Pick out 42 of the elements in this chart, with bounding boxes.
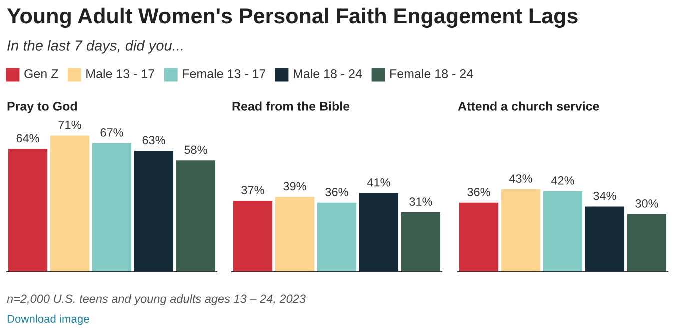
- chart-title: Read from the Bible: [232, 102, 350, 111]
- data-label: 36%: [326, 188, 348, 196]
- bar: [317, 202, 357, 272]
- bar: [8, 149, 48, 272]
- data-label: 67%: [100, 128, 124, 137]
- data-label: 71%: [58, 120, 82, 130]
- bar: [275, 197, 315, 272]
- bar: [92, 143, 132, 272]
- text: Download image: [8, 314, 90, 326]
- bar: [176, 160, 216, 272]
- data-label: 42%: [551, 176, 574, 185]
- bar: [501, 189, 541, 272]
- data-label: 39%: [284, 182, 306, 191]
- bar: [401, 212, 441, 272]
- data-label: 43%: [509, 174, 532, 183]
- text: In the last 7 days, did you...: [8, 40, 183, 54]
- legend-label: Female 13 - 17: [183, 69, 266, 78]
- bar: [627, 214, 667, 272]
- bar: [134, 151, 174, 272]
- data-label: 34%: [594, 192, 616, 200]
- bar: [585, 206, 625, 272]
- data-label: 36%: [468, 188, 490, 196]
- text: Young Adult Women's Personal Faith Engagement Lags: [7, 8, 578, 28]
- data-label: 31%: [410, 198, 432, 206]
- legend-label: Male 13 - 17: [86, 69, 154, 78]
- legend-label: Female 18 - 24: [390, 69, 474, 78]
- data-label: 64%: [16, 134, 40, 143]
- bar: [359, 193, 399, 272]
- data-label: 63%: [142, 136, 166, 145]
- bar: [233, 200, 273, 272]
- data-label: 37%: [242, 186, 264, 194]
- bar: [543, 191, 583, 272]
- bar: [50, 136, 90, 272]
- chart-title: Attend a church service: [458, 102, 600, 111]
- text: n=2,000 U.S. teens and young adults ages 13 – 24, 2023: [7, 294, 306, 306]
- data-label: 58%: [184, 146, 208, 154]
- bar: [459, 202, 499, 272]
- legend-label: Gen Z: [24, 70, 58, 78]
- chart-title: Pray to God: [8, 102, 78, 114]
- legend-label: Male 18 - 24: [294, 69, 362, 78]
- data-label: 30%: [636, 200, 658, 208]
- data-label: 41%: [367, 178, 390, 187]
